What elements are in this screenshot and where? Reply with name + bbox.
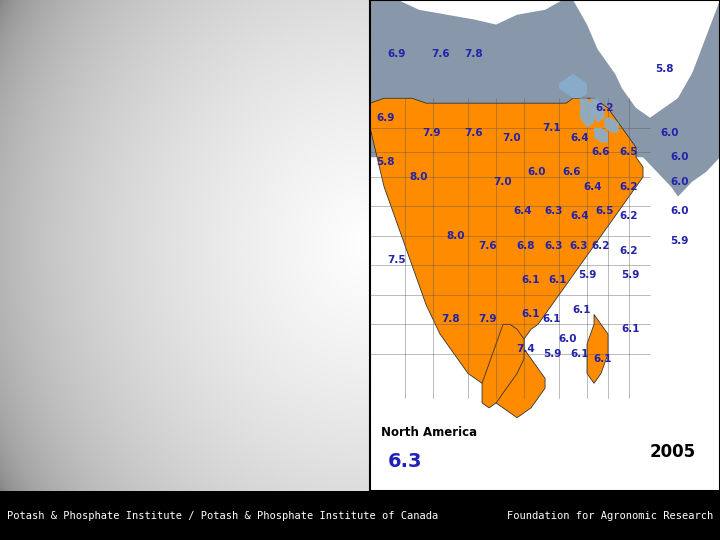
Text: 6.4: 6.4 — [571, 211, 590, 221]
Polygon shape — [590, 98, 605, 123]
Text: 7.0: 7.0 — [503, 133, 521, 143]
Text: 6.4: 6.4 — [513, 206, 531, 217]
Text: 7.8: 7.8 — [441, 314, 460, 325]
Polygon shape — [370, 98, 643, 418]
Polygon shape — [482, 325, 524, 408]
Text: 7.9: 7.9 — [422, 127, 441, 138]
Polygon shape — [370, 0, 720, 157]
Text: 6.0: 6.0 — [670, 206, 689, 217]
Text: 5.9: 5.9 — [543, 349, 561, 359]
Text: North America: North America — [381, 426, 477, 439]
Text: 6.9: 6.9 — [377, 113, 395, 123]
Text: 5.9: 5.9 — [670, 236, 689, 246]
Text: 6.2: 6.2 — [620, 246, 638, 255]
Text: 6.3: 6.3 — [569, 241, 588, 251]
Text: 6.8: 6.8 — [516, 241, 535, 251]
Text: 7.5: 7.5 — [387, 255, 405, 266]
Text: 6.9: 6.9 — [387, 49, 405, 59]
Text: 6.1: 6.1 — [572, 305, 591, 315]
Text: 6.1: 6.1 — [522, 275, 540, 285]
Text: 7.4: 7.4 — [516, 344, 535, 354]
Text: 8.0: 8.0 — [446, 231, 465, 241]
Text: 5.8: 5.8 — [377, 157, 395, 167]
Polygon shape — [594, 128, 608, 143]
Text: 7.6: 7.6 — [431, 49, 449, 59]
Text: 5.8: 5.8 — [654, 64, 673, 74]
Text: 6.4: 6.4 — [571, 133, 590, 143]
Text: 6.1: 6.1 — [543, 314, 562, 325]
Polygon shape — [622, 0, 720, 197]
Text: 7.1: 7.1 — [543, 123, 562, 133]
Text: 6.5: 6.5 — [595, 206, 613, 217]
Text: 2005: 2005 — [650, 443, 696, 461]
Text: 6.2: 6.2 — [592, 241, 611, 251]
Text: 6.0: 6.0 — [527, 167, 546, 177]
Text: 6.6: 6.6 — [592, 147, 611, 157]
Text: 6.1: 6.1 — [621, 324, 640, 334]
Text: Potash & Phosphate Institute / Potash & Phosphate Institute of Canada: Potash & Phosphate Institute / Potash & … — [7, 511, 438, 521]
Text: 7.6: 7.6 — [478, 241, 497, 251]
Text: 6.3: 6.3 — [544, 206, 563, 217]
Text: Foundation for Agronomic Research: Foundation for Agronomic Research — [507, 511, 713, 521]
Text: 7.6: 7.6 — [464, 127, 482, 138]
Text: 8.0: 8.0 — [410, 172, 428, 182]
Text: 6.2: 6.2 — [620, 211, 638, 221]
Text: 7.8: 7.8 — [464, 49, 482, 59]
Text: 6.3: 6.3 — [544, 241, 563, 251]
Text: 6.2: 6.2 — [620, 182, 638, 192]
Text: 6.5: 6.5 — [620, 147, 638, 157]
Polygon shape — [559, 73, 587, 98]
Polygon shape — [605, 118, 618, 133]
Polygon shape — [580, 98, 594, 128]
Text: 7.0: 7.0 — [494, 177, 513, 187]
Text: 6.0: 6.0 — [660, 127, 678, 138]
Text: 6.1: 6.1 — [548, 275, 567, 285]
Text: 6.1: 6.1 — [571, 349, 589, 359]
Text: 6.1: 6.1 — [593, 354, 612, 364]
Text: 6.6: 6.6 — [562, 167, 580, 177]
Polygon shape — [587, 314, 608, 383]
Text: 6.0: 6.0 — [670, 177, 689, 187]
Text: 5.9: 5.9 — [621, 270, 640, 280]
Text: 7.9: 7.9 — [478, 314, 497, 325]
Text: 6.0: 6.0 — [670, 152, 689, 162]
Text: 6.3: 6.3 — [387, 453, 422, 471]
Text: 6.0: 6.0 — [559, 334, 577, 344]
Text: 6.2: 6.2 — [595, 103, 613, 113]
Text: 5.9: 5.9 — [578, 270, 596, 280]
Text: 6.1: 6.1 — [522, 309, 540, 320]
Text: 6.4: 6.4 — [583, 182, 602, 192]
